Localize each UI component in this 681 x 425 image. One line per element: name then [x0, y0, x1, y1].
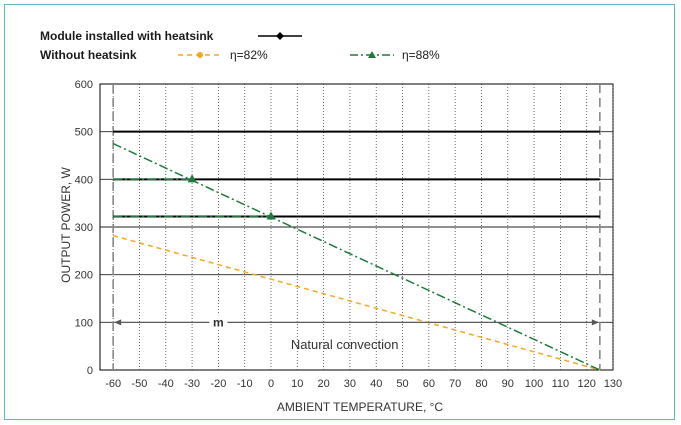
y-tick-label: 300 [75, 222, 93, 234]
legend-label-without-heatsink: Without heatsink [40, 48, 137, 62]
legend-marker-eta88 [368, 51, 376, 58]
y-tick-label: 600 [75, 79, 93, 91]
legend-label-eta82: η=82% [230, 48, 268, 62]
x-tick-label: 110 [552, 378, 570, 390]
tick-labels: -60 -50 -40 -30 -20 -10 0 10 20 30 40 50 60 70 80 90 100… [75, 79, 623, 390]
x-tick-label: 30 [344, 378, 356, 390]
range-arrow-head-right [591, 319, 599, 326]
x-tick-label: 130 [604, 378, 622, 390]
legend-marker-eta82 [197, 52, 203, 58]
annotations: m Natural convection [114, 314, 599, 352]
x-tick-label: 120 [578, 378, 596, 390]
grid [99, 83, 614, 371]
legend-marker-heatsink [276, 32, 284, 40]
y-tick-label: 100 [75, 317, 93, 329]
range-label-bg [209, 314, 228, 329]
x-tick-label: -60 [105, 378, 121, 390]
chart-frame [4, 4, 675, 420]
x-tick-label: 70 [449, 378, 461, 390]
x-tick-label: 50 [396, 378, 408, 390]
x-tick-label: 0 [268, 378, 274, 390]
range-arrow-head-left [114, 319, 122, 326]
x-tick-label: 90 [502, 378, 514, 390]
x-tick-label: 10 [291, 378, 303, 390]
y-tick-label: 200 [75, 270, 93, 282]
x-tick-label: -40 [158, 378, 174, 390]
y-tick-label: 500 [75, 127, 93, 139]
y-tick-label: 400 [75, 174, 93, 186]
legend-label-heatsink: Module installed with heatsink [40, 29, 214, 43]
x-tick-label: 80 [475, 378, 487, 390]
series-marker-eta88 [187, 174, 197, 183]
x-tick-label: -50 [132, 378, 148, 390]
legend-label-eta88: η=88% [402, 48, 440, 62]
region-label: Natural convection [291, 337, 399, 352]
series-marker-eta88 [266, 211, 276, 220]
x-tick-label: 100 [525, 378, 543, 390]
x-tick-label: -10 [237, 378, 253, 390]
range-label: m [213, 315, 224, 329]
x-tick-label: 40 [370, 378, 382, 390]
y-axis-label: OUTPUT POWER, W [59, 166, 73, 282]
x-tick-label: -20 [210, 378, 226, 390]
x-tick-label: -30 [184, 378, 200, 390]
x-tick-label: 20 [317, 378, 329, 390]
series-line-eta82 [112, 234, 601, 371]
x-tick-label: 60 [423, 378, 435, 390]
x-axis-label: AMBIENT TEMPERATURE, °C [277, 400, 443, 414]
y-tick-label: 0 [87, 365, 93, 377]
series [112, 130, 601, 371]
